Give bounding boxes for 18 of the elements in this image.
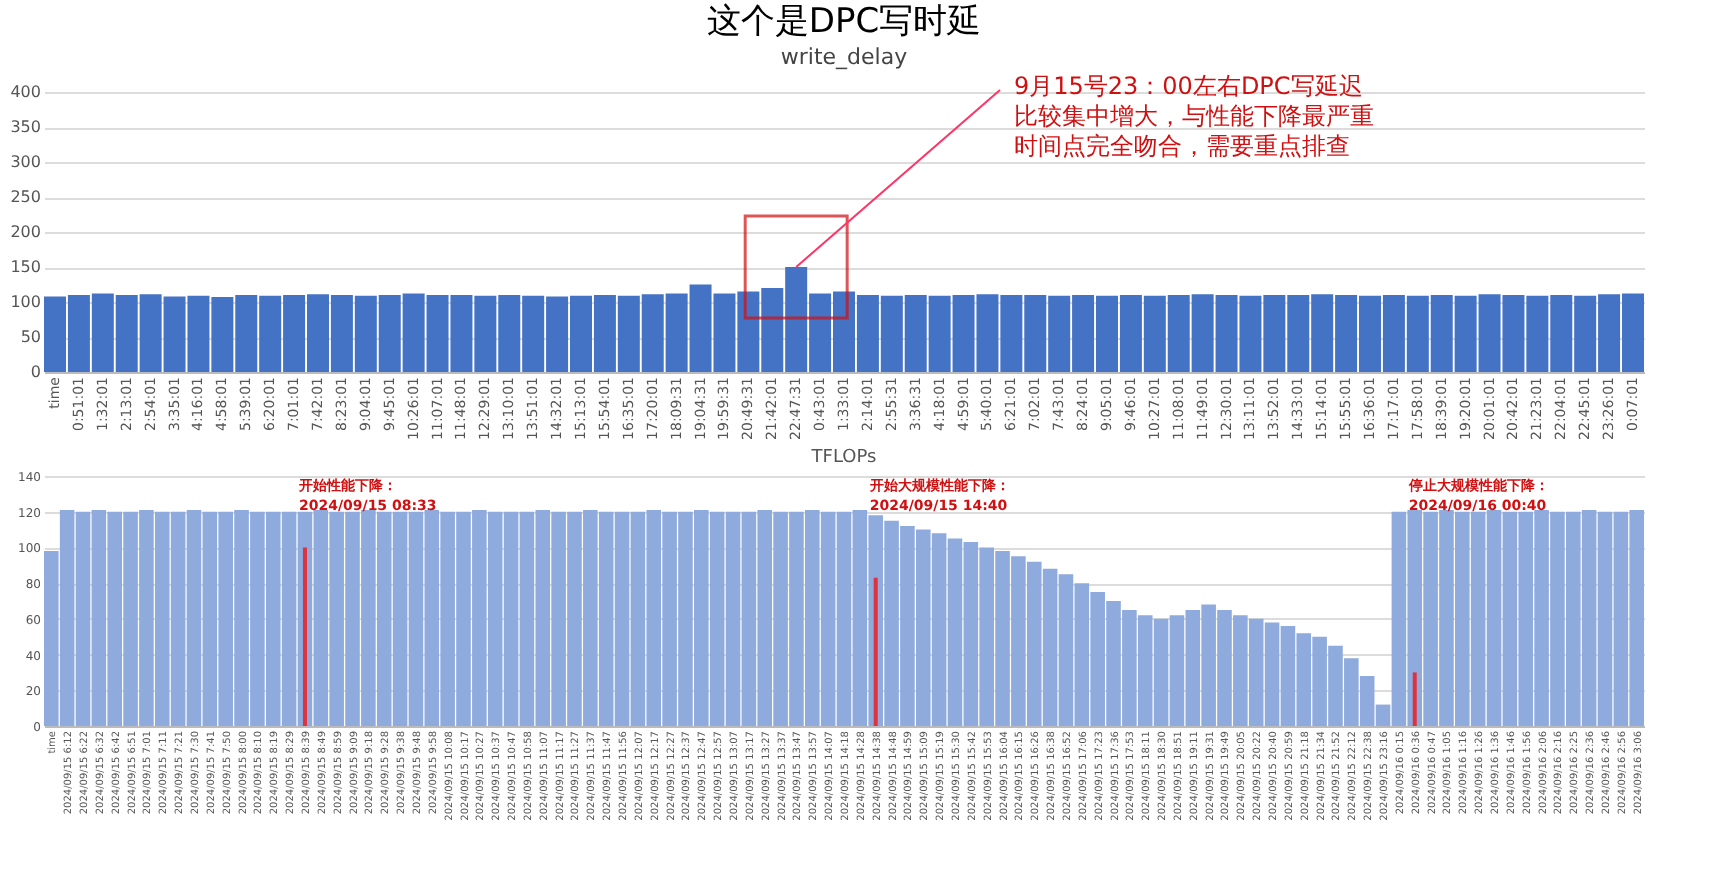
y-tick-label: 250	[10, 188, 41, 206]
y-tick-label: 300	[10, 153, 41, 171]
bar	[1412, 672, 1417, 726]
chart-title: 这个是DPC写时延	[706, 2, 982, 42]
y-tick-label: 150	[10, 258, 41, 276]
chart-subtitle: write_delay	[780, 44, 909, 70]
y-tick-label: 0	[30, 363, 41, 381]
y-tick-label: 100	[10, 293, 41, 311]
y-tick-label: 200	[10, 223, 41, 241]
y-tick-label: 400	[10, 83, 41, 101]
y-tick-label: 50	[20, 328, 41, 346]
annotation: 比较集中增大，与性能下降最严重	[1014, 102, 1374, 130]
annotation: 9月15号23：00左右DPC写延迟	[1014, 72, 1363, 100]
annotation: 时间点完全吻合，需要重点排查	[1014, 132, 1350, 160]
chart-title: TFLOPs	[809, 448, 878, 468]
bar	[873, 577, 878, 726]
y-tick-label: 350	[10, 118, 41, 136]
bar	[302, 547, 307, 726]
